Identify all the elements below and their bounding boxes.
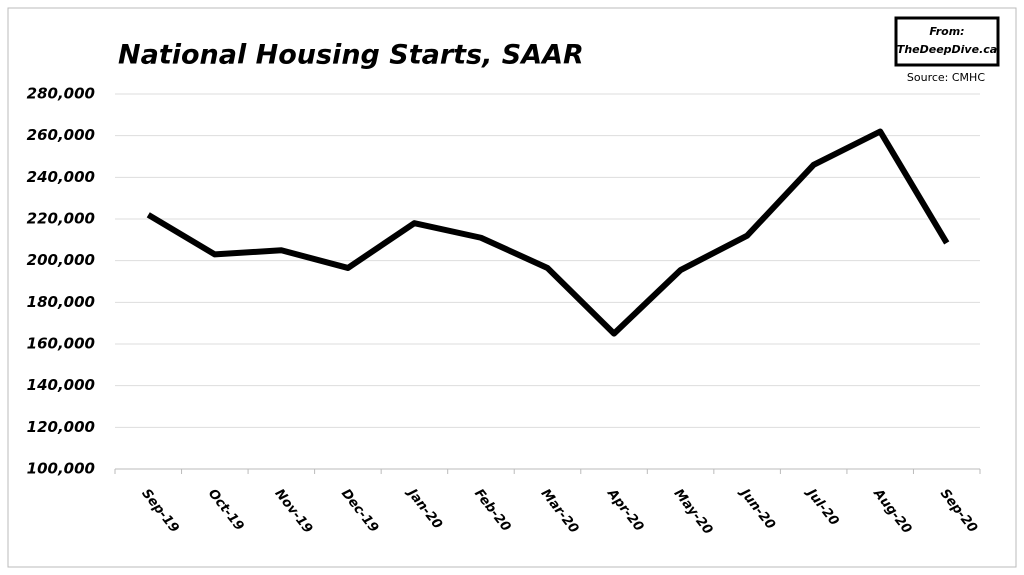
y-tick-label: 280,000 [27,85,95,103]
y-tick-label: 180,000 [27,293,95,311]
y-tick-label: 220,000 [27,210,95,228]
y-tick-label: 160,000 [27,335,95,353]
y-tick-label: 260,000 [27,126,95,144]
source-note: Source: CMHC [907,71,985,84]
y-tick-label: 200,000 [27,251,95,269]
frame [7,7,1017,568]
y-tick-label: 140,000 [27,376,95,394]
y-tick-label: 100,000 [27,460,95,478]
line [146,128,950,337]
badge-line: From: [929,25,964,38]
badge-box [894,16,1000,67]
y-tick-label: 120,000 [27,418,95,436]
badge-line: TheDeepDive.ca [897,43,997,56]
chart-title: National Housing Starts, SAAR [118,40,584,71]
y-tick-label: 240,000 [27,168,95,186]
